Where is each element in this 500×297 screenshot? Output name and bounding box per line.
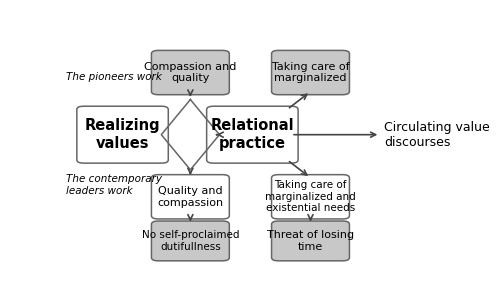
Polygon shape (162, 99, 220, 170)
FancyBboxPatch shape (152, 50, 230, 95)
Text: Realizing
values: Realizing values (85, 119, 160, 151)
Text: Taking care of
marginalized and
existential needs: Taking care of marginalized and existent… (265, 180, 356, 214)
Text: No self-proclaimed
dutifullness: No self-proclaimed dutifullness (142, 230, 239, 252)
Text: Threat of losing
time: Threat of losing time (267, 230, 354, 252)
Text: The contemporary
leaders work: The contemporary leaders work (66, 174, 162, 196)
FancyBboxPatch shape (272, 175, 349, 219)
FancyBboxPatch shape (152, 175, 230, 219)
FancyBboxPatch shape (206, 106, 298, 163)
FancyBboxPatch shape (272, 50, 349, 95)
FancyBboxPatch shape (152, 221, 230, 261)
Text: Relational
practice: Relational practice (210, 119, 294, 151)
Text: Circulating value
discourses: Circulating value discourses (384, 121, 490, 149)
Text: Taking care of
marginalized: Taking care of marginalized (272, 62, 349, 83)
Text: Compassion and
quality: Compassion and quality (144, 62, 236, 83)
Text: The pioneers work: The pioneers work (66, 72, 162, 82)
FancyBboxPatch shape (77, 106, 168, 163)
Text: Quality and
compassion: Quality and compassion (158, 186, 224, 208)
FancyBboxPatch shape (272, 221, 349, 261)
